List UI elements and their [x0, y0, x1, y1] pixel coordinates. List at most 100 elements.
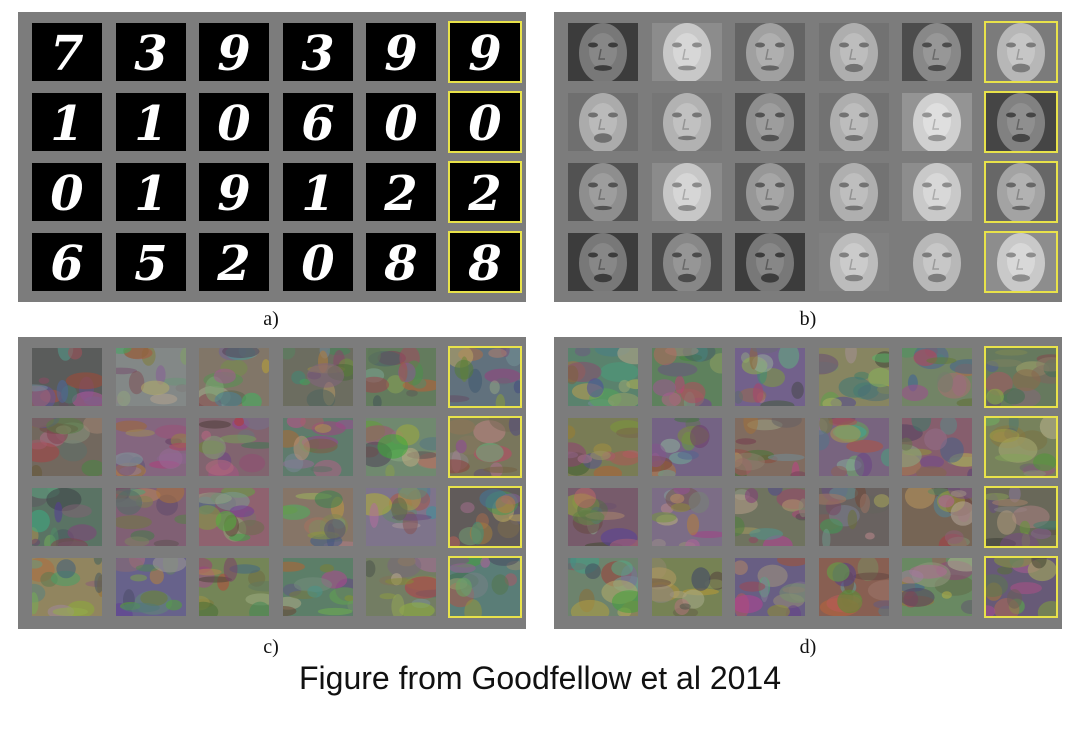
cifar-sample-image [902, 418, 972, 476]
cifar-sample-image [366, 488, 436, 546]
face-nearest-training-image [983, 21, 1058, 83]
svg-text:8: 8 [383, 236, 417, 291]
cifar-sample-image [282, 418, 353, 476]
cifar-sample-image [902, 488, 972, 546]
svg-text:9: 9 [384, 26, 417, 81]
cifar-nearest-training-image [983, 556, 1058, 618]
cifar-sample-image [818, 418, 889, 476]
cifar-nearest-training-image [983, 346, 1058, 408]
digit-nearest-training-image: 8 [447, 231, 522, 293]
cifar-sample-image [282, 488, 353, 546]
cifar-sample-image [818, 558, 889, 616]
digit-sample-image: 3 [115, 23, 186, 81]
cifar-sample-image [32, 418, 102, 476]
digit-sample-image: 3 [282, 23, 353, 81]
svg-text:1: 1 [50, 96, 83, 151]
cifar-sample-image [115, 418, 186, 476]
face-nearest-training-image [983, 161, 1058, 223]
cifar-sample-image [115, 488, 186, 546]
cifar-sample-image [199, 418, 269, 476]
cifar-sample-image [199, 558, 269, 616]
face-sample-image [568, 163, 638, 221]
face-sample-image [568, 233, 638, 291]
cifar-nearest-training-image [983, 416, 1058, 478]
digit-sample-image: 5 [115, 233, 186, 291]
face-sample-image [735, 233, 805, 291]
cifar-nearest-training-image [447, 416, 522, 478]
svg-text:2: 2 [216, 236, 250, 291]
face-sample-image [568, 93, 638, 151]
panel-d-label: d) [799, 636, 817, 658]
face-sample-image [735, 23, 805, 81]
digit-sample-image: 1 [282, 163, 353, 221]
digit-nearest-training-image: 9 [447, 21, 522, 83]
cifar-sample-image [735, 558, 805, 616]
cifar-sample-image [199, 488, 269, 546]
face-sample-image [818, 233, 889, 291]
digit-sample-image: 9 [199, 23, 269, 81]
digit-nearest-training-image: 0 [447, 91, 522, 153]
cifar-sample-image [902, 348, 972, 406]
cifar-nearest-training-image [447, 556, 522, 618]
digit-sample-image: 0 [282, 233, 353, 291]
svg-text:2: 2 [383, 166, 417, 221]
svg-text:9: 9 [468, 26, 501, 81]
cifar-nearest-training-image [983, 486, 1058, 548]
svg-text:3: 3 [134, 26, 167, 81]
face-sample-image [902, 93, 972, 151]
face-nearest-training-image [983, 91, 1058, 153]
svg-text:5: 5 [134, 236, 167, 291]
digit-sample-image: 1 [115, 93, 186, 151]
panel-b-tfd-face-samples [554, 12, 1062, 302]
cifar-sample-image [366, 418, 436, 476]
face-sample-image [651, 23, 722, 81]
digit-sample-image: 6 [282, 93, 353, 151]
cifar-sample-image [199, 348, 269, 406]
face-sample-image [818, 23, 889, 81]
svg-text:3: 3 [301, 26, 334, 81]
cifar-sample-image [32, 348, 102, 406]
face-sample-image [902, 163, 972, 221]
svg-text:1: 1 [134, 96, 167, 151]
cifar-sample-image [366, 348, 436, 406]
cifar-nearest-training-image [447, 346, 522, 408]
face-sample-image [568, 23, 638, 81]
face-sample-image [902, 233, 972, 291]
digit-sample-image: 0 [366, 93, 436, 151]
cifar-sample-image [651, 418, 722, 476]
digit-sample-image: 8 [366, 233, 436, 291]
svg-text:0: 0 [301, 236, 334, 291]
svg-text:9: 9 [217, 26, 250, 81]
face-sample-image [818, 163, 889, 221]
svg-text:6: 6 [301, 96, 334, 151]
svg-text:6: 6 [50, 236, 83, 291]
digit-sample-image: 6 [32, 233, 102, 291]
panel-a-label: a) [263, 308, 279, 330]
cifar-sample-image [651, 488, 722, 546]
cifar-sample-image [32, 488, 102, 546]
cifar-sample-image [32, 558, 102, 616]
face-sample-image [735, 163, 805, 221]
cifar-sample-image [735, 488, 805, 546]
svg-text:0: 0 [217, 96, 250, 151]
figure-caption: Figure from Goodfellow et al 2014 [298, 660, 782, 696]
panel-c-cifar-samples [18, 337, 526, 629]
panel-b-label: b) [799, 308, 817, 330]
cifar-sample-image [818, 488, 889, 546]
digit-sample-image: 9 [199, 163, 269, 221]
cifar-sample-image [366, 558, 436, 616]
digit-sample-image: 7 [32, 23, 102, 81]
cifar-sample-image [735, 348, 805, 406]
svg-text:1: 1 [301, 166, 334, 221]
svg-text:0: 0 [384, 96, 417, 151]
cifar-sample-image [735, 418, 805, 476]
svg-text:2: 2 [467, 166, 501, 221]
face-sample-image [651, 233, 722, 291]
svg-text:0: 0 [468, 96, 501, 151]
cifar-sample-image [282, 558, 353, 616]
cifar-nearest-training-image [447, 486, 522, 548]
digit-nearest-training-image: 2 [447, 161, 522, 223]
digit-sample-image: 0 [199, 93, 269, 151]
svg-text:1: 1 [134, 166, 167, 221]
